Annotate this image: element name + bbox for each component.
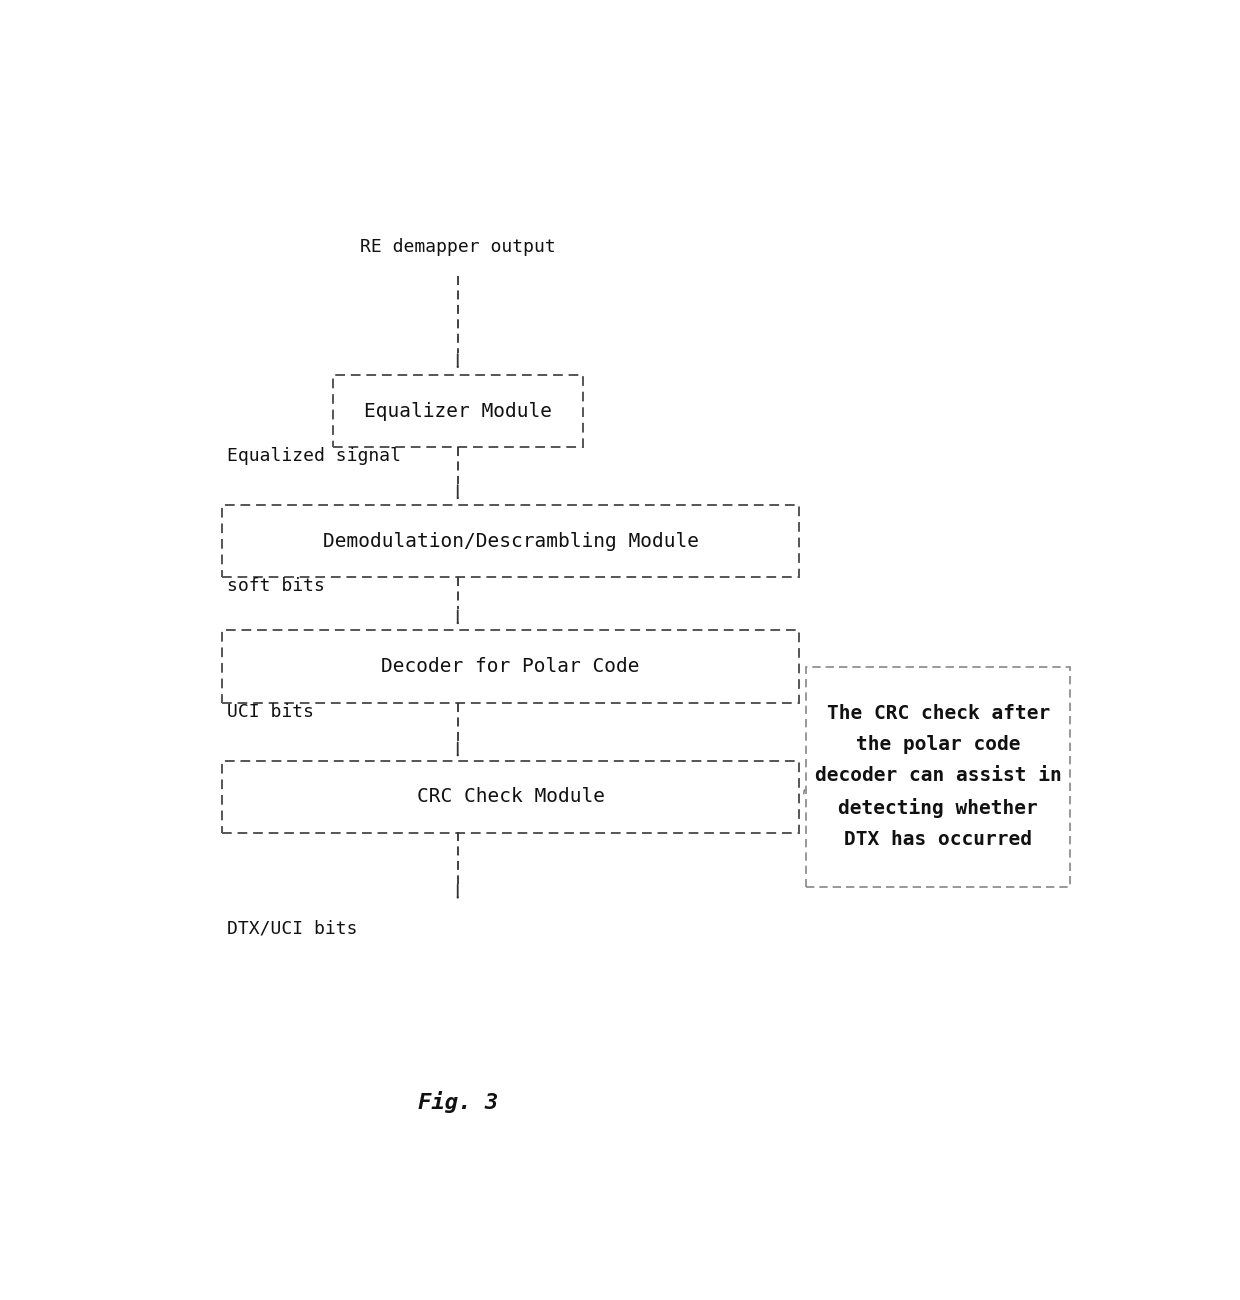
FancyBboxPatch shape [806,667,1070,887]
Text: CRC Check Module: CRC Check Module [417,786,605,806]
FancyBboxPatch shape [222,506,799,577]
Text: Demodulation/Descrambling Module: Demodulation/Descrambling Module [322,532,698,551]
FancyBboxPatch shape [222,630,799,702]
Text: UCI bits: UCI bits [227,702,314,720]
Text: Fig. 3: Fig. 3 [418,1091,497,1113]
Text: Equalized signal: Equalized signal [227,447,401,465]
Text: RE demapper output: RE demapper output [360,238,556,256]
Text: soft bits: soft bits [227,577,325,595]
Text: Equalizer Module: Equalizer Module [363,402,552,421]
Text: The CRC check after
the polar code
decoder can assist in
detecting whether
DTX h: The CRC check after the polar code decod… [815,705,1061,849]
Text: DTX/UCI bits: DTX/UCI bits [227,920,357,937]
FancyBboxPatch shape [222,760,799,833]
Text: Decoder for Polar Code: Decoder for Polar Code [382,656,640,676]
FancyBboxPatch shape [332,376,583,447]
